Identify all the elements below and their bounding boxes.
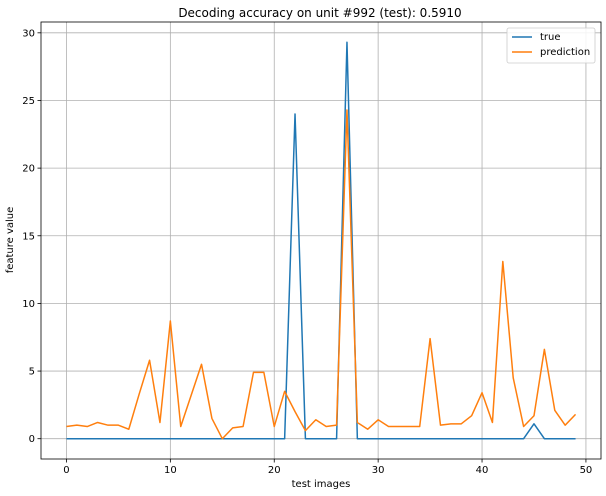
y-tick-label: 25 xyxy=(22,96,35,107)
y-axis-label: feature value xyxy=(5,207,16,274)
y-tick-label: 15 xyxy=(22,231,35,242)
legend-label-prediction: prediction xyxy=(540,47,590,58)
x-tick-label: 50 xyxy=(580,465,593,476)
y-tick-label: 10 xyxy=(22,299,35,310)
x-tick-label: 40 xyxy=(476,465,489,476)
y-tick-label: 0 xyxy=(29,434,35,445)
axis-ticks: 0 10 20 30 40 50 0 5 10 15 20 25 30 xyxy=(22,28,592,476)
chart-title: Decoding accuracy on unit #992 (test): 0… xyxy=(178,6,461,20)
x-axis-label: test images xyxy=(292,479,351,490)
series-line-prediction xyxy=(66,109,577,440)
legend-label-true: true xyxy=(540,32,561,43)
axes-frame xyxy=(40,21,602,460)
x-tick-label: 30 xyxy=(372,465,385,476)
x-tick-label: 20 xyxy=(268,465,281,476)
y-tick-label: 30 xyxy=(22,28,35,39)
x-tick-label: 0 xyxy=(63,465,69,476)
x-tick-label: 10 xyxy=(164,465,177,476)
y-tick-label: 5 xyxy=(29,367,35,378)
series-layer xyxy=(66,41,577,440)
legend: true prediction xyxy=(506,27,596,64)
y-tick-label: 20 xyxy=(22,164,35,175)
series-line-true xyxy=(66,41,576,440)
